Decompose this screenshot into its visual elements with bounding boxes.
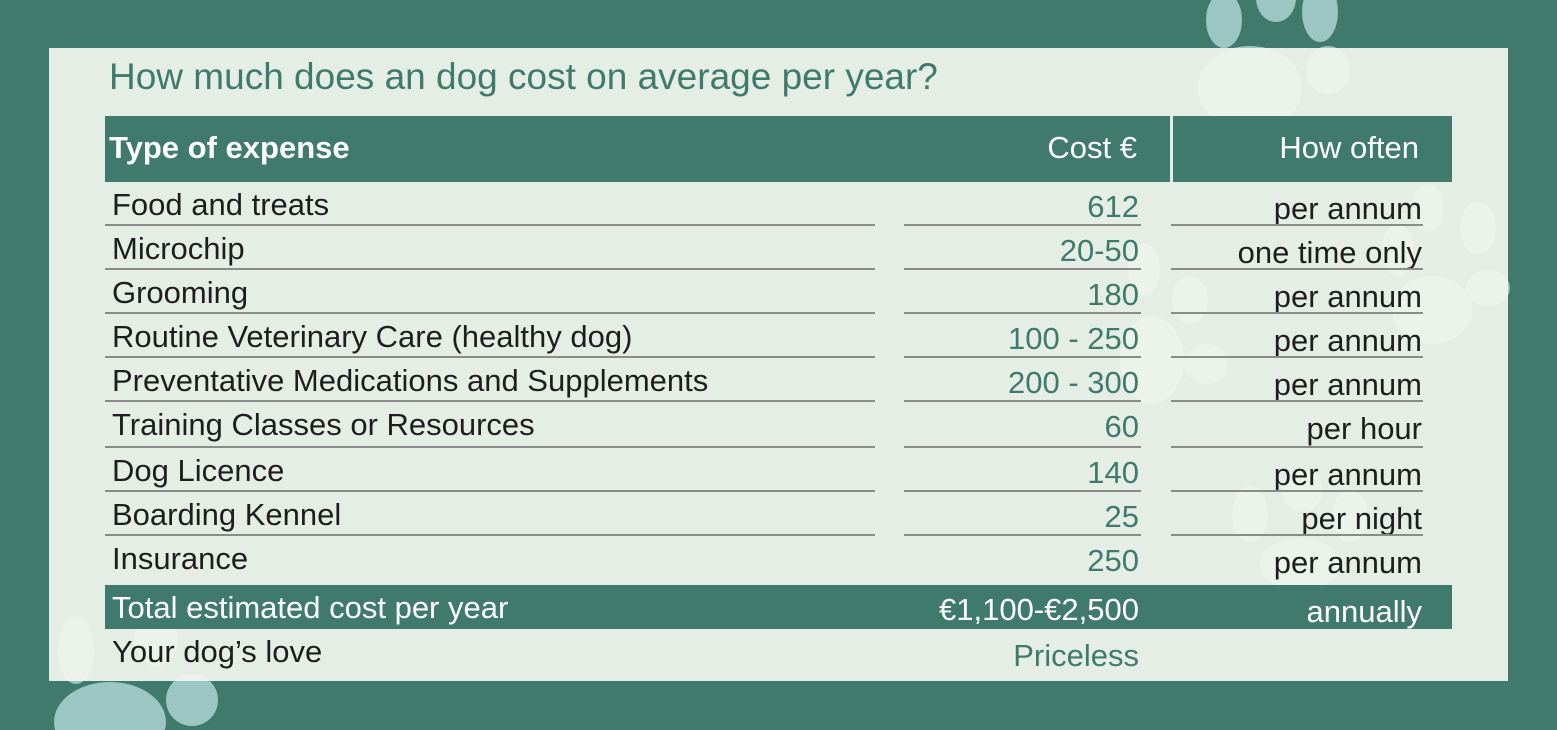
row-divider xyxy=(904,224,1141,226)
love-value: Priceless xyxy=(1013,638,1139,673)
row-divider xyxy=(1171,534,1423,536)
row-divider xyxy=(904,534,1141,536)
row-divider xyxy=(105,312,875,314)
row-divider xyxy=(105,490,875,492)
expense-type: Grooming xyxy=(112,275,249,310)
expense-cost: 180 xyxy=(1087,277,1139,312)
row-divider xyxy=(1171,356,1423,358)
expense-frequency: per annum xyxy=(1273,457,1422,492)
total-cost: €1,100-€2,500 xyxy=(939,592,1139,627)
column-header-often: How often xyxy=(1279,130,1419,165)
row-divider xyxy=(904,400,1141,402)
expense-frequency: per annum xyxy=(1273,191,1422,226)
expense-cost: 140 xyxy=(1087,455,1139,490)
row-divider xyxy=(1171,268,1423,270)
column-header-cost: Cost € xyxy=(1047,130,1137,165)
expense-type: Preventative Medications and Supplements xyxy=(112,363,709,398)
expense-frequency: one time only xyxy=(1237,235,1422,270)
row-divider xyxy=(904,446,1141,448)
total-frequency: annually xyxy=(1306,594,1422,629)
row-divider xyxy=(105,534,875,536)
table-row: Dog Licence 140 per annum xyxy=(105,448,1452,492)
total-row: Total estimated cost per year €1,100-€2,… xyxy=(105,585,1452,629)
expense-frequency: per night xyxy=(1301,501,1422,536)
table-row: Boarding Kennel 25 per night xyxy=(105,492,1452,536)
row-divider xyxy=(904,356,1141,358)
expense-type: Training Classes or Resources xyxy=(112,407,535,442)
row-divider xyxy=(105,268,875,270)
row-divider xyxy=(105,400,875,402)
expense-cost: 612 xyxy=(1087,189,1139,224)
page-title: How much does an dog cost on average per… xyxy=(109,56,938,97)
table-header: Type of expense Cost € How often xyxy=(105,116,1452,182)
column-header-type: Type of expense xyxy=(109,130,350,165)
table-row: Food and treats 612 per annum xyxy=(105,182,1452,226)
expense-frequency: per annum xyxy=(1273,367,1422,402)
expense-type: Dog Licence xyxy=(112,453,285,488)
expense-cost: 25 xyxy=(1104,499,1139,534)
row-divider xyxy=(105,224,875,226)
row-divider xyxy=(904,490,1141,492)
expense-cost: 20-50 xyxy=(1059,233,1139,268)
row-divider xyxy=(1171,400,1423,402)
expense-type: Food and treats xyxy=(112,187,330,222)
love-label: Your dog’s love xyxy=(112,634,323,669)
expense-type: Boarding Kennel xyxy=(112,497,342,532)
expense-cost: 200 - 300 xyxy=(1008,365,1139,400)
table-row: Routine Veterinary Care (healthy dog) 10… xyxy=(105,314,1452,358)
expense-cost: 250 xyxy=(1087,543,1139,578)
cost-table-card: How much does an dog cost on average per… xyxy=(49,48,1508,681)
table-row: Insurance 250 per annum xyxy=(105,536,1452,580)
expense-type: Routine Veterinary Care (healthy dog) xyxy=(112,319,633,354)
expense-frequency: per hour xyxy=(1306,411,1422,446)
table-row: Training Classes or Resources 60 per hou… xyxy=(105,402,1452,448)
expense-type: Microchip xyxy=(112,231,245,266)
expense-frequency: per annum xyxy=(1273,323,1422,358)
expense-frequency: per annum xyxy=(1273,279,1422,314)
love-row: Your dog’s love Priceless xyxy=(105,629,1452,673)
expense-frequency: per annum xyxy=(1273,545,1422,580)
row-divider xyxy=(904,268,1141,270)
table-row: Preventative Medications and Supplements… xyxy=(105,358,1452,402)
expense-cost: 60 xyxy=(1104,409,1139,444)
table-row: Microchip 20-50 one time only xyxy=(105,226,1452,270)
total-label: Total estimated cost per year xyxy=(112,590,509,625)
row-divider xyxy=(1171,446,1423,448)
column-divider xyxy=(1170,116,1173,182)
row-divider xyxy=(105,446,875,448)
expense-cost: 100 - 250 xyxy=(1008,321,1139,356)
row-divider xyxy=(904,312,1141,314)
table-row: Grooming 180 per annum xyxy=(105,270,1452,314)
row-divider xyxy=(1171,490,1423,492)
expense-type: Insurance xyxy=(112,541,249,576)
row-divider xyxy=(105,356,875,358)
row-divider xyxy=(1171,312,1423,314)
row-divider xyxy=(1171,224,1423,226)
